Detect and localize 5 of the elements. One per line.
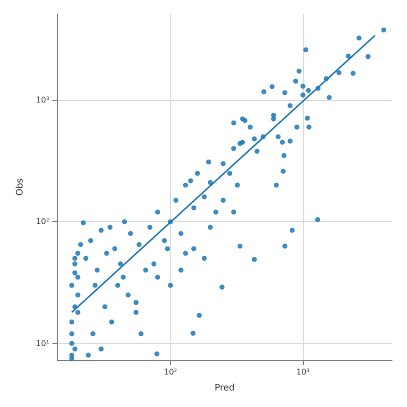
x-axis-title: Pred	[214, 384, 235, 394]
y-tick-label: 10³	[36, 96, 50, 105]
y-axis-title: Obs	[16, 178, 26, 196]
y-tick-label: 10¹	[36, 338, 50, 348]
y-tick-label: 10²	[36, 217, 50, 226]
